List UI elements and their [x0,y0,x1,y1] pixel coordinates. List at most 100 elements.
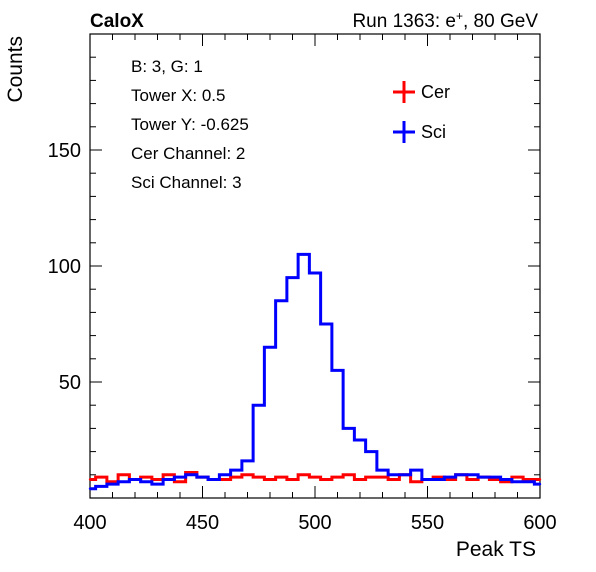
data-point [415,468,418,472]
legend-label: Cer [421,82,450,102]
y-tick-label: 100 [48,256,81,278]
y-axis-label: Counts [4,36,27,103]
data-point [471,473,474,476]
data-point [190,471,193,474]
data-point [381,475,384,479]
data-point [257,475,260,479]
data-point [347,427,350,430]
x-tick-label: 400 [73,512,106,534]
run-label-sup: + [456,9,463,23]
data-point [381,468,384,472]
data-point [223,473,227,476]
y-tick-label: 150 [48,140,81,162]
data-point [156,482,159,486]
data-point [201,475,204,479]
data-point [448,475,452,479]
x-tick-label: 450 [186,512,219,534]
data-point [325,478,328,481]
x-axis-label: Peak TS [456,538,536,561]
series-cer [88,470,542,484]
data-point [257,404,260,407]
data-point [145,475,148,479]
data-point [235,468,238,472]
data-point [291,478,294,481]
info-box: B: 3, G: 1 Tower X: 0.5 Tower Y: -0.625 Cer… [121,50,277,195]
data-point [527,480,530,483]
data-point [538,478,542,481]
data-point [336,369,339,372]
data-point [448,478,452,481]
info-box-bg [121,50,277,195]
data-point [268,346,272,349]
legend-label: Sci [421,122,446,142]
data-point [268,478,272,481]
series-line-sci [90,252,540,491]
series-sci [88,252,542,491]
data-point [505,480,508,483]
data-point [223,478,227,481]
data-point [313,475,317,479]
data-point [460,473,463,476]
data-point [313,271,317,275]
data-point [415,480,418,483]
data-point [516,475,519,479]
data-point [336,475,339,479]
data-point [538,482,542,486]
data-point [302,253,305,256]
x-tick-label: 500 [298,512,331,534]
info-line: Sci Channel: 3 [131,173,242,192]
x-tick-label: 550 [411,512,444,534]
data-point [88,478,92,481]
data-point [426,478,429,481]
data-point [471,478,474,481]
data-point [122,473,125,476]
data-point [358,478,362,481]
data-point [358,438,362,442]
data-point [437,478,440,481]
data-point [133,478,137,481]
data-point [167,473,170,476]
run-label: Run 1363: e+, 80 GeV [352,9,538,32]
info-line: Cer Channel: 2 [131,144,245,163]
data-point [280,475,283,479]
data-point [516,480,519,483]
data-point [178,480,182,483]
data-point [111,480,114,483]
info-line: Tower Y: -0.625 [131,115,249,134]
info-line: B: 3, G: 1 [131,57,203,76]
data-point [122,480,125,483]
data-point [100,475,103,479]
data-point [190,473,193,476]
data-point [145,480,148,483]
run-label-suffix: , 80 GeV [463,11,538,32]
data-point [482,475,485,479]
data-point [527,478,530,481]
axes: 400 450 500 550 600 50 100 150 [48,34,557,534]
data-point [167,478,170,481]
run-label-prefix: Run 1363: e [352,11,456,32]
data-point [246,473,249,476]
info-line: Tower X: 0.5 [131,86,226,105]
data-point [347,473,350,476]
data-point [246,459,249,463]
data-point [212,478,215,481]
y-tick-label: 50 [59,372,81,394]
data-point [235,475,238,479]
data-point [280,299,283,302]
data-point [88,487,92,490]
data-point [493,475,497,479]
data-point [156,478,159,481]
legend: Cer Sci [393,81,450,143]
brand-label: CaloX [90,11,144,32]
data-point [100,485,103,488]
data-point [493,478,497,481]
data-point [178,475,182,479]
series-layer [88,252,542,491]
data-point [403,473,407,476]
data-point [392,473,395,476]
x-tick-label: 600 [523,512,556,534]
data-point [325,322,328,326]
data-point [370,450,373,453]
data-point [302,473,305,476]
